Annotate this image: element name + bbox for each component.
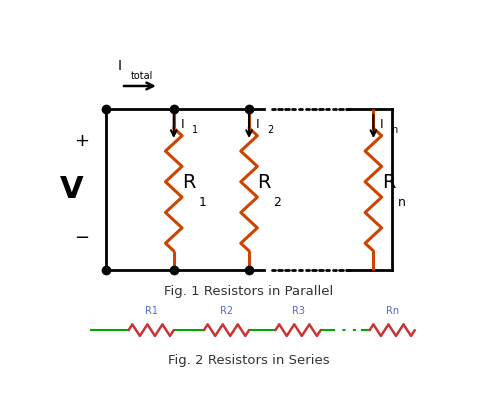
Text: 1: 1 bbox=[198, 196, 206, 209]
Text: −: − bbox=[74, 229, 89, 247]
Text: n: n bbox=[391, 125, 398, 135]
Text: n: n bbox=[398, 196, 406, 209]
Text: I: I bbox=[256, 118, 260, 131]
Text: R3: R3 bbox=[292, 306, 305, 315]
Text: R: R bbox=[258, 173, 271, 192]
Text: I: I bbox=[180, 118, 184, 131]
Text: I: I bbox=[117, 59, 121, 73]
Text: R2: R2 bbox=[220, 306, 233, 315]
Text: V: V bbox=[60, 175, 84, 204]
Text: R: R bbox=[382, 173, 395, 192]
Text: Rn: Rn bbox=[385, 306, 399, 315]
Text: 2: 2 bbox=[274, 196, 281, 209]
Text: R: R bbox=[182, 173, 195, 192]
Text: I: I bbox=[380, 118, 384, 131]
Text: 2: 2 bbox=[267, 125, 274, 135]
Text: 1: 1 bbox=[192, 125, 198, 135]
Text: Fig. 2 Resistors in Series: Fig. 2 Resistors in Series bbox=[168, 354, 330, 368]
Text: R1: R1 bbox=[145, 306, 157, 315]
Text: total: total bbox=[130, 71, 153, 81]
Text: Fig. 1 Resistors in Parallel: Fig. 1 Resistors in Parallel bbox=[164, 285, 334, 298]
Text: +: + bbox=[74, 132, 89, 150]
